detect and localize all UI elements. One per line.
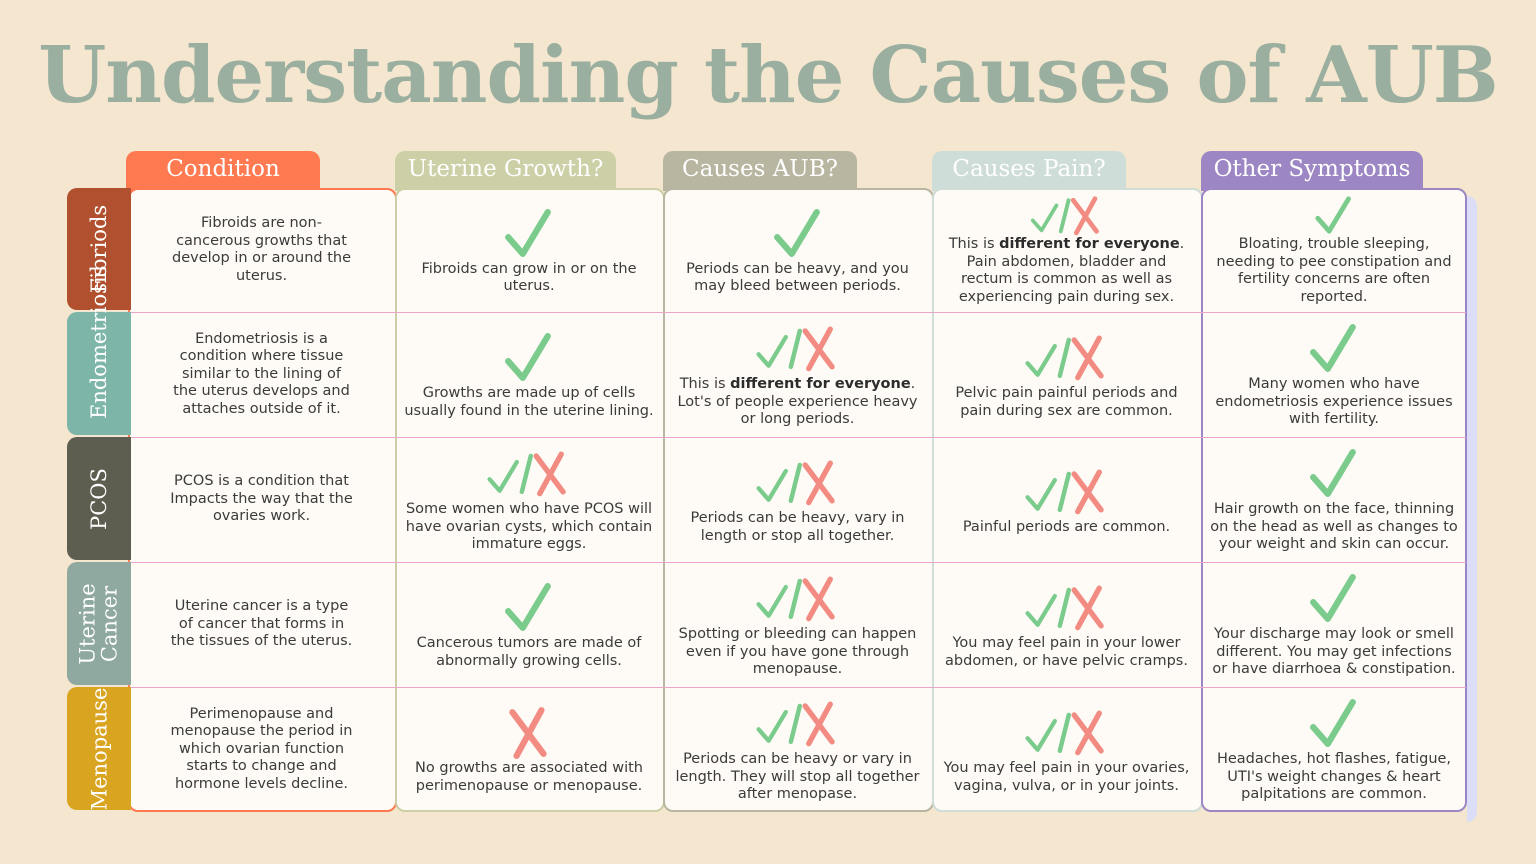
check-slash-cross-icon xyxy=(1030,196,1099,236)
cell-text: Growths are made up of cells usually fou… xyxy=(404,385,654,419)
table-cell: You may feel pain in your ovaries, vagin… xyxy=(932,687,1201,812)
table-cell: Bloating, trouble sleeping, needing to p… xyxy=(1201,188,1467,312)
row-divider xyxy=(128,562,1466,563)
table-cell: Painful periods are common. xyxy=(932,437,1201,562)
column-header-2: Causes AUB? xyxy=(663,151,857,191)
table-cell: Fibroids can grow in or on the uterus. xyxy=(395,188,663,312)
table-cell: No growths are associated with perimenop… xyxy=(395,687,663,812)
table-cell: Many women who have endometriosis experi… xyxy=(1201,312,1467,437)
table-cell: Periods can be heavy, and you may bleed … xyxy=(663,188,932,312)
check-icon xyxy=(1310,324,1356,373)
table-cell: PCOS is a condition that Impacts the way… xyxy=(128,437,395,562)
table-cell: Some women who have PCOS will have ovari… xyxy=(395,437,663,562)
cell-text: Hair growth on the face, thinning on the… xyxy=(1210,501,1458,553)
cell-text: Periods can be heavy, vary in length or … xyxy=(690,510,905,544)
check-slash-cross-icon xyxy=(755,326,835,372)
check-icon xyxy=(505,208,551,257)
column-header-4: Other Symptoms xyxy=(1201,151,1423,191)
cell-text: Spotting or bleeding can happen even if … xyxy=(678,626,917,678)
check-icon xyxy=(1310,574,1356,623)
check-slash-cross-icon xyxy=(755,576,835,622)
check-slash-cross-icon xyxy=(755,460,835,506)
cell-text: Fibroids are non-cancerous growths that … xyxy=(172,215,351,284)
cell-text: PCOS is a condition that Impacts the way… xyxy=(170,473,353,525)
column-panel-3 xyxy=(932,188,1203,812)
row-label-1: Endometriosis xyxy=(67,265,131,435)
table-cell: Hair growth on the face, thinning on the… xyxy=(1201,437,1467,562)
check-slash-cross-icon xyxy=(1024,469,1104,515)
cell-text: Your discharge may look or smell differe… xyxy=(1212,626,1456,678)
table-cell: Endometriosis is a condition where tissu… xyxy=(128,312,395,437)
check-slash-cross-icon xyxy=(1024,335,1104,381)
table-cell: Cancerous tumors are made of abnormally … xyxy=(395,562,663,687)
check-slash-cross-icon xyxy=(1024,710,1104,756)
table-cell: Your discharge may look or smell differe… xyxy=(1201,562,1467,687)
cell-text: Cancerous tumors are made of abnormally … xyxy=(416,635,642,669)
table-cell: This is different for everyone. Lot's of… xyxy=(663,312,932,437)
row-label-0: Fibriods xyxy=(67,188,131,310)
cell-text: Pelvic pain painful periods and pain dur… xyxy=(955,385,1178,419)
cell-text: Periods can be heavy or vary in length. … xyxy=(675,751,920,803)
table-cell: This is different for everyone. Pain abd… xyxy=(932,188,1201,312)
cell-text: Fibroids can grow in or on the uterus. xyxy=(421,260,637,295)
table-cell: You may feel pain in your lower abdomen,… xyxy=(932,562,1201,687)
row-divider xyxy=(128,312,1466,313)
check-slash-cross-icon xyxy=(487,451,566,497)
cell-text: Uterine cancer is a type of cancer that … xyxy=(170,598,353,650)
column-header-1: Uterine Growth? xyxy=(395,151,616,191)
check-icon xyxy=(773,208,820,257)
row-divider xyxy=(128,437,1466,438)
cell-text: Perimenopause and menopause the period i… xyxy=(170,705,353,792)
table-cell: Periods can be heavy, vary in length or … xyxy=(663,437,932,562)
check-slash-cross-icon xyxy=(1024,585,1104,631)
column-header-3: Causes Pain? xyxy=(932,151,1126,191)
cross-icon xyxy=(509,707,547,759)
cell-text: This is different for everyone. Lot's of… xyxy=(677,376,918,428)
column-panel-4 xyxy=(1201,188,1467,812)
cell-text: This is different for everyone. Pain abd… xyxy=(948,236,1185,305)
table-cell: Perimenopause and menopause the period i… xyxy=(128,687,395,812)
check-icon xyxy=(505,333,551,381)
table-cell: Periods can be heavy or vary in length. … xyxy=(663,687,932,812)
cell-text: Headaches, hot flashes, fatigue, UTI's w… xyxy=(1216,751,1452,803)
column-header-0: Condition xyxy=(126,151,320,191)
shadow xyxy=(1467,196,1477,822)
table-cell: Headaches, hot flashes, fatigue, UTI's w… xyxy=(1201,687,1467,812)
check-icon xyxy=(1315,196,1351,234)
check-slash-cross-icon xyxy=(755,701,835,747)
page-title: Understanding the Causes of AUB xyxy=(38,30,1498,121)
row-divider xyxy=(128,687,1466,688)
cell-text: Some women who have PCOS will have ovari… xyxy=(405,501,653,553)
check-icon xyxy=(505,583,551,631)
row-label-2: PCOS xyxy=(67,437,131,560)
cell-text: Endometriosis is a condition where tissu… xyxy=(173,330,350,417)
check-icon xyxy=(1310,449,1356,498)
table-cell: Fibroids are non-cancerous growths that … xyxy=(128,188,395,312)
table-cell: Growths are made up of cells usually fou… xyxy=(395,312,663,437)
table-cell: Spotting or bleeding can happen even if … xyxy=(663,562,932,687)
row-label-4: Menopause xyxy=(67,687,131,810)
cell-text: Periods can be heavy, and you may bleed … xyxy=(686,260,909,295)
cell-text: You may feel pain in your lower abdomen,… xyxy=(945,635,1188,669)
table-cell: Pelvic pain painful periods and pain dur… xyxy=(932,312,1201,437)
cell-text: Bloating, trouble sleeping, needing to p… xyxy=(1216,236,1452,305)
row-label-3: Uterine Cancer xyxy=(67,562,131,685)
cell-text: Painful periods are common. xyxy=(962,518,1171,535)
cell-text: Many women who have endometriosis experi… xyxy=(1215,376,1453,428)
cell-text: You may feel pain in your ovaries, vagin… xyxy=(943,760,1190,794)
cell-text: No growths are associated with perimenop… xyxy=(415,760,643,794)
table-cell: Uterine cancer is a type of cancer that … xyxy=(128,562,395,687)
check-icon xyxy=(1310,699,1356,748)
